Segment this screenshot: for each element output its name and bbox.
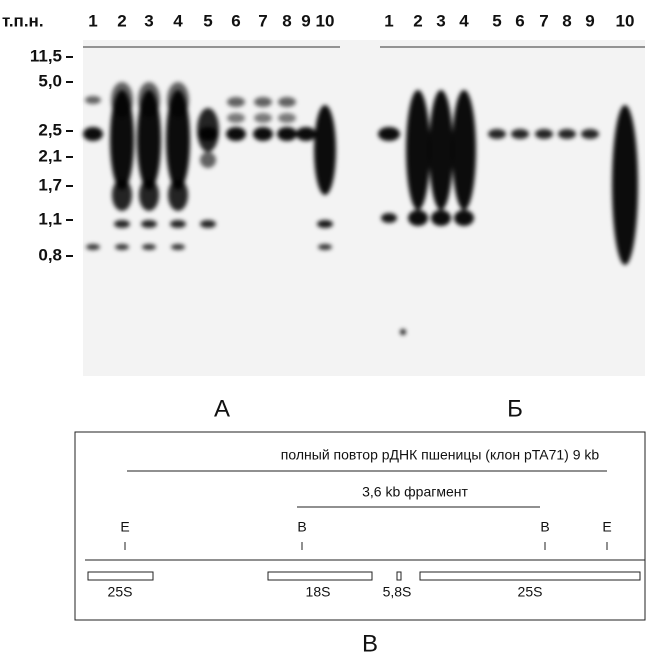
fragment-label: 3,6 kb фрагмент	[362, 484, 468, 500]
diagram-frame	[74, 431, 646, 621]
band	[581, 129, 599, 139]
lane-number: 10	[616, 11, 635, 30]
size-marker: 2,1	[38, 146, 62, 165]
size-marker: 0,8	[38, 245, 62, 264]
band	[400, 329, 406, 335]
diagram-title: полный повтор рДНК пшеницы (клон pTA71) …	[281, 447, 600, 463]
lane-number: 5	[203, 11, 212, 30]
band	[141, 220, 157, 228]
lane-number: 4	[173, 11, 183, 30]
lane-number: 8	[562, 11, 571, 30]
lane-number: 6	[515, 11, 524, 30]
panel-label: Б	[507, 395, 523, 422]
lane-number: 9	[301, 11, 310, 30]
band	[317, 220, 333, 228]
band	[408, 210, 428, 226]
band	[112, 179, 132, 211]
band	[314, 105, 336, 195]
band	[406, 90, 430, 210]
units-label: т.п.н.	[2, 11, 44, 30]
lane-number: 3	[144, 11, 153, 30]
size-marker: 1,7	[38, 175, 62, 194]
lane-number: 9	[585, 11, 594, 30]
site-label: B	[297, 519, 306, 535]
gel	[83, 40, 645, 376]
size-marker: 11,5	[30, 46, 62, 65]
band	[511, 129, 529, 139]
site-label: E	[602, 519, 611, 535]
panel-label: В	[362, 630, 378, 657]
lane-number: 1	[88, 11, 97, 30]
band	[429, 90, 453, 210]
band	[612, 105, 638, 265]
band	[227, 97, 245, 107]
lane-number: 7	[258, 11, 267, 30]
band	[142, 244, 156, 250]
lane-number: 10	[316, 11, 335, 30]
lane-number: 7	[539, 11, 548, 30]
band	[85, 96, 101, 104]
gene-boxes	[87, 571, 641, 581]
lane-number: 5	[492, 11, 501, 30]
band	[200, 220, 216, 228]
band	[381, 213, 397, 223]
panel-label: А	[214, 395, 230, 422]
lane-number: 4	[459, 11, 469, 30]
band	[535, 129, 553, 139]
band	[378, 127, 400, 141]
site-ticks	[124, 542, 608, 550]
band	[278, 113, 296, 123]
lane-number: 1	[384, 11, 393, 30]
band	[254, 97, 272, 107]
lane-number: 8	[282, 11, 291, 30]
site-label: E	[120, 519, 129, 535]
lane-number: 6	[231, 11, 240, 30]
band	[83, 127, 103, 141]
band	[488, 129, 506, 139]
band	[111, 82, 133, 118]
band	[167, 82, 189, 118]
band	[139, 179, 159, 211]
band	[115, 244, 129, 250]
band	[227, 113, 245, 123]
size-marker: 5,0	[38, 71, 62, 90]
band	[200, 152, 216, 168]
band	[253, 127, 273, 141]
site-label: B	[540, 519, 549, 535]
band	[452, 90, 476, 210]
gene-label: 5,8S	[383, 584, 412, 600]
gene-label: 25S	[518, 584, 543, 600]
gene-label: 18S	[306, 584, 331, 600]
band	[170, 220, 186, 228]
band	[197, 108, 219, 152]
band	[254, 113, 272, 123]
band	[454, 210, 474, 226]
bands	[83, 82, 638, 335]
size-marker: 2,5	[38, 120, 62, 139]
size-marker: 1,1	[38, 209, 62, 228]
band	[226, 127, 246, 141]
lane-number: 3	[436, 11, 445, 30]
band	[168, 179, 188, 211]
band	[138, 82, 160, 118]
band	[318, 244, 332, 250]
band	[86, 244, 100, 250]
band	[296, 127, 316, 141]
gene-label: 25S	[108, 584, 133, 600]
band	[171, 244, 185, 250]
lane-number: 2	[413, 11, 422, 30]
band	[278, 97, 296, 107]
band	[431, 210, 451, 226]
band	[114, 220, 130, 228]
band	[277, 127, 297, 141]
lane-number: 2	[117, 11, 126, 30]
band	[558, 129, 576, 139]
